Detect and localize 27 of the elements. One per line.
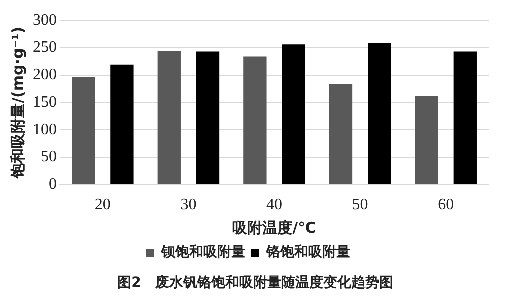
bar bbox=[368, 43, 392, 184]
x-tick-label: 50 bbox=[352, 196, 368, 214]
x-tick-label: 40 bbox=[266, 196, 282, 214]
x-tick-label: 30 bbox=[180, 196, 197, 214]
bar bbox=[282, 44, 306, 184]
bar bbox=[72, 76, 96, 184]
x-tick-label: 60 bbox=[438, 196, 454, 214]
y-tick-label: 50 bbox=[41, 148, 57, 166]
y-tick-label: 100 bbox=[33, 121, 57, 138]
y-tick-label: 200 bbox=[33, 66, 57, 84]
y-tick-label: 150 bbox=[33, 94, 57, 111]
bar bbox=[415, 96, 438, 184]
y-tick-label: 250 bbox=[33, 39, 57, 56]
bar bbox=[158, 51, 181, 184]
x-tick-label: 20 bbox=[94, 196, 111, 214]
caption: 图2 废水钒铬饱和吸附量随温度变化趋势图 bbox=[116, 274, 394, 292]
bar bbox=[244, 56, 267, 184]
legend-label: 铬饱和吸附量 bbox=[266, 244, 350, 261]
bar bbox=[196, 52, 220, 184]
bar bbox=[454, 52, 477, 184]
y-axis-title: 饱和吸附量/(mg·g⁻¹) bbox=[8, 26, 27, 180]
bar bbox=[110, 64, 134, 184]
y-tick-label: 0 bbox=[49, 176, 57, 194]
x-axis-title: 吸附温度/℃ bbox=[232, 218, 316, 237]
legend-label: 钡饱和吸附量 bbox=[160, 244, 246, 261]
bar bbox=[329, 84, 353, 184]
y-tick-label: 300 bbox=[33, 12, 57, 29]
